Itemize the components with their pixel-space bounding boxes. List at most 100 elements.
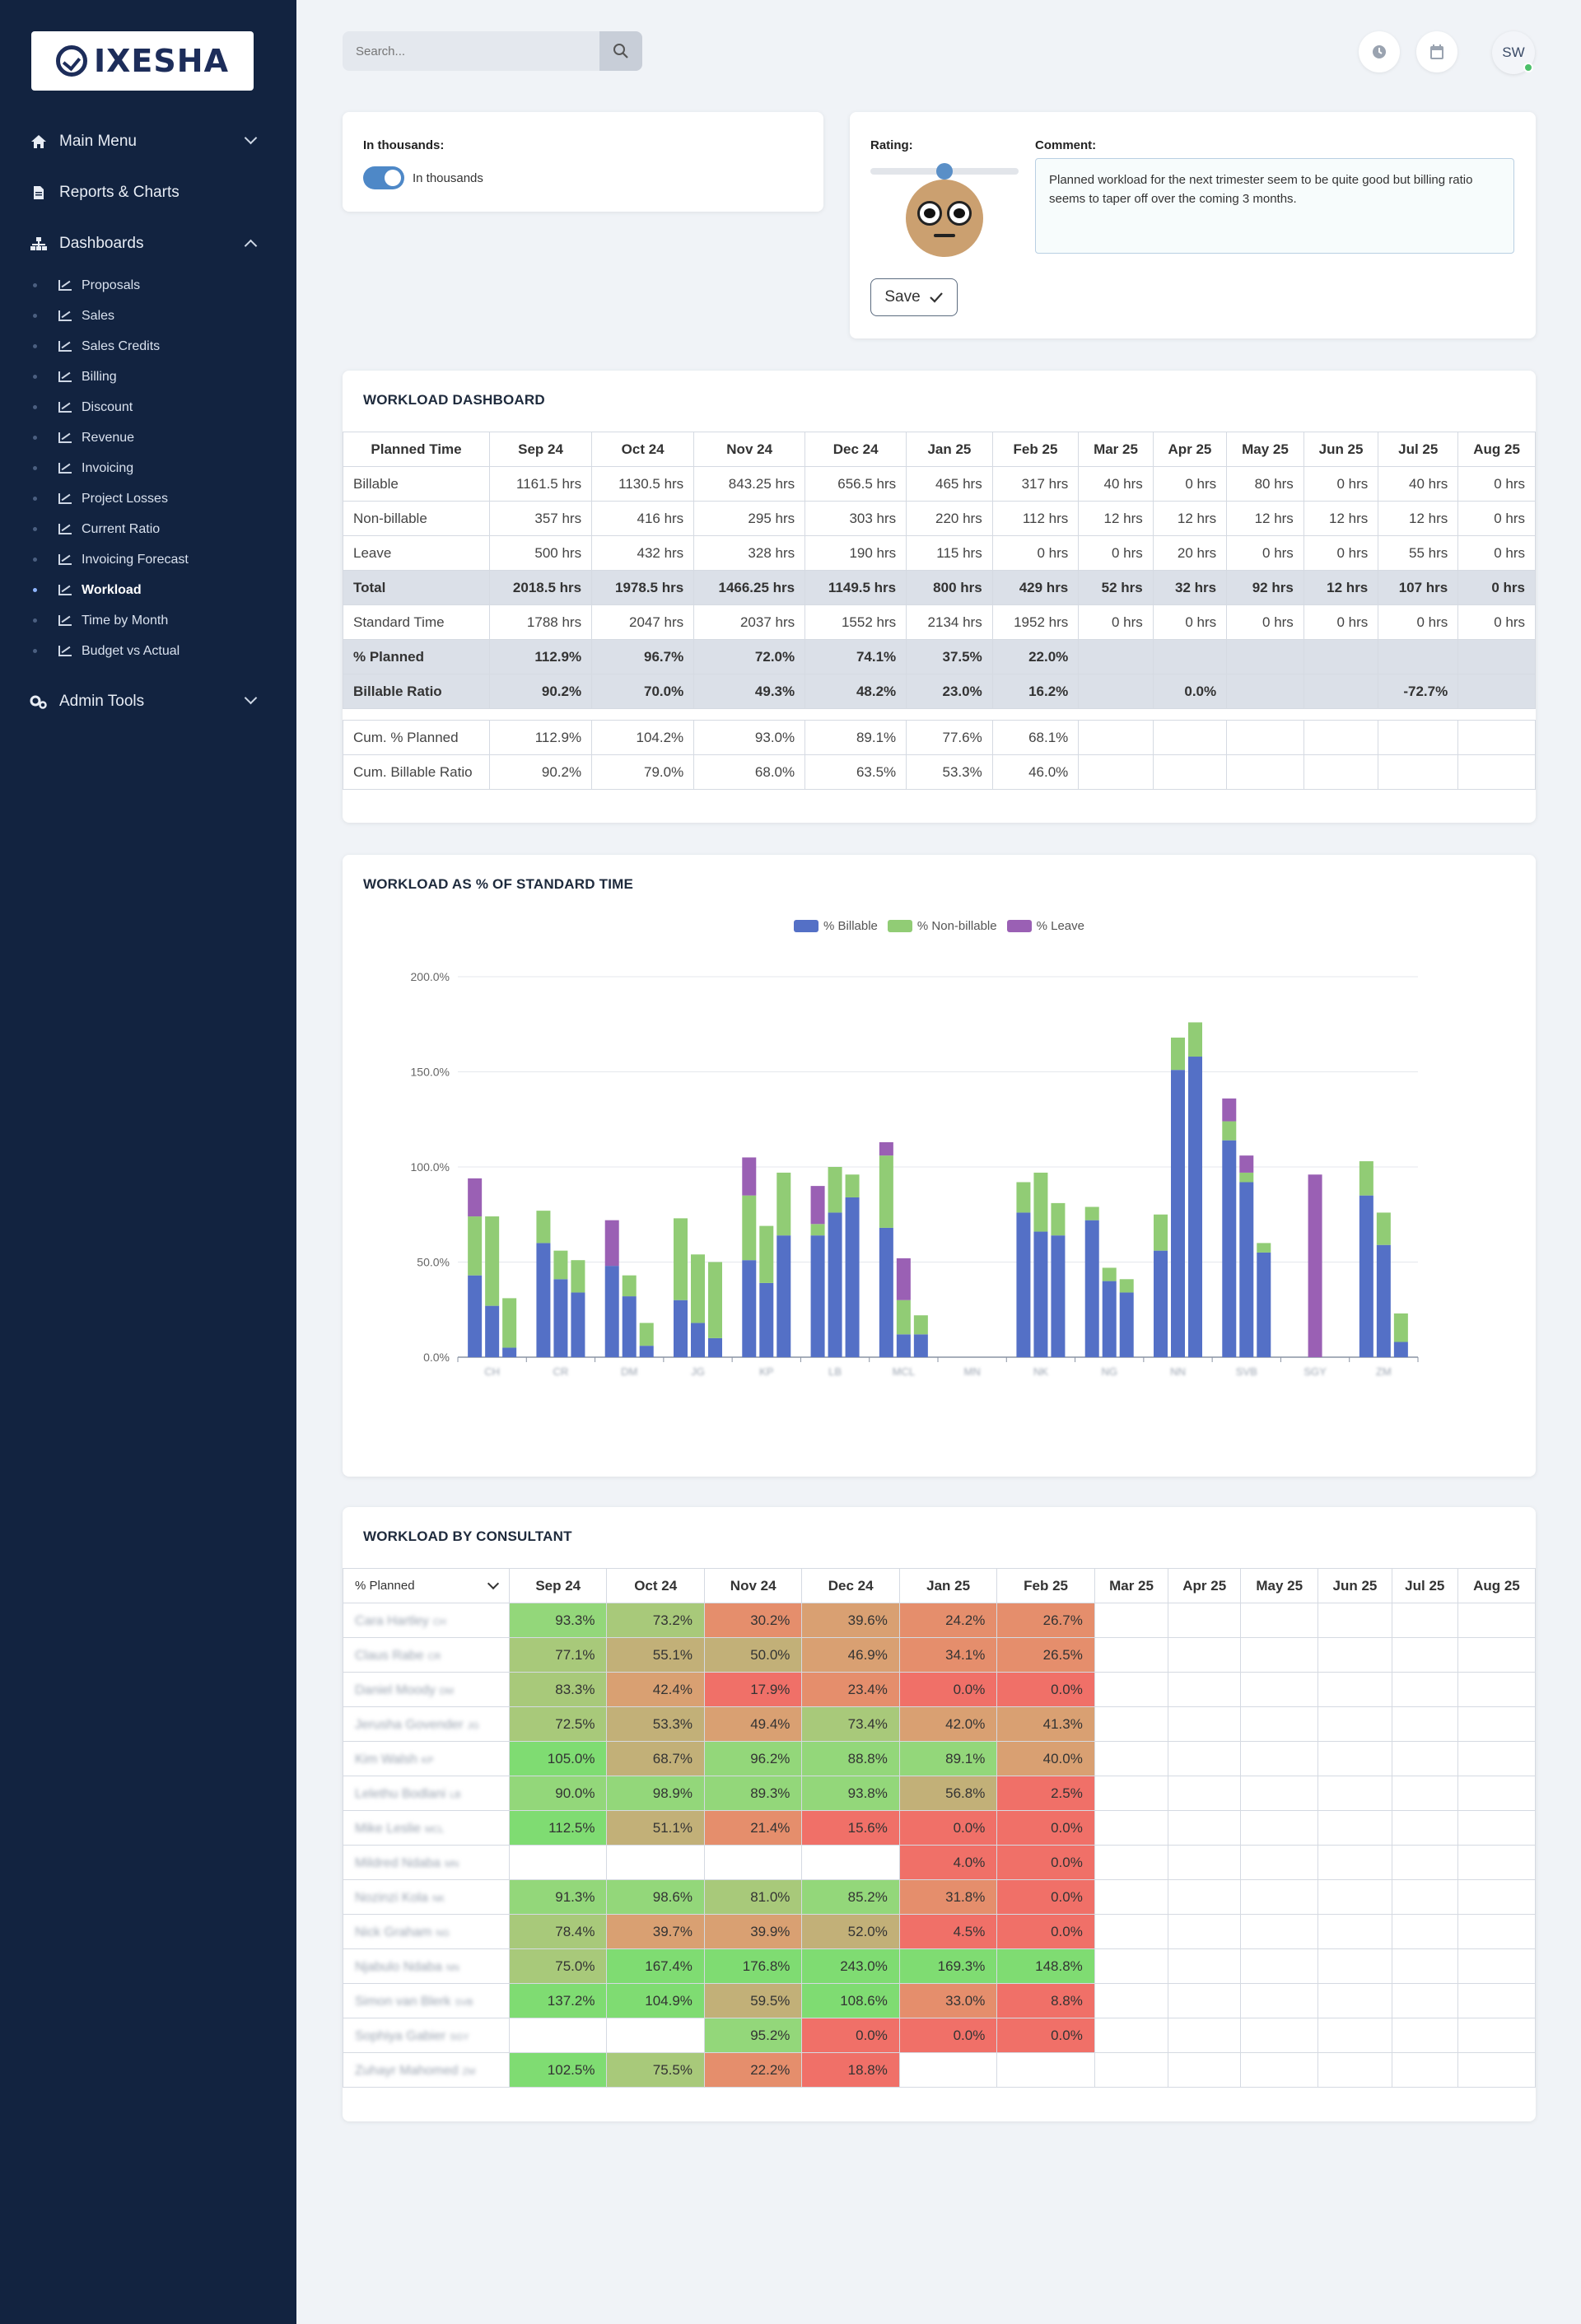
bar-segment[interactable]	[896, 1258, 911, 1300]
bar-segment[interactable]	[1222, 1098, 1237, 1122]
bar-segment[interactable]	[622, 1296, 637, 1357]
bar-segment[interactable]	[468, 1178, 483, 1217]
bar-segment[interactable]	[1171, 1070, 1185, 1357]
bar-segment[interactable]	[639, 1323, 654, 1346]
legend-item[interactable]: % Non-billable	[887, 919, 997, 933]
bar-segment[interactable]	[468, 1275, 483, 1357]
sidebar-item-discount[interactable]: Discount	[33, 392, 264, 422]
metric-selector[interactable]: % Planned	[343, 1568, 510, 1603]
bar-segment[interactable]	[845, 1174, 860, 1197]
bar-segment[interactable]	[674, 1218, 688, 1300]
bar-segment[interactable]	[502, 1298, 517, 1348]
bar-segment[interactable]	[879, 1227, 893, 1357]
bar-segment[interactable]	[913, 1334, 928, 1357]
in-thousands-toggle[interactable]	[363, 166, 404, 189]
bar-segment[interactable]	[1033, 1172, 1048, 1232]
search-input[interactable]	[343, 31, 599, 71]
sidebar-item-workload[interactable]: Workload	[33, 575, 264, 605]
sidebar-item-project-losses[interactable]: Project Losses	[33, 483, 264, 514]
bar-segment[interactable]	[896, 1334, 911, 1357]
bar-segment[interactable]	[896, 1300, 911, 1335]
bar-segment[interactable]	[1119, 1292, 1134, 1357]
rating-slider-thumb[interactable]	[936, 163, 953, 180]
bar-segment[interactable]	[810, 1186, 825, 1225]
bar-segment[interactable]	[1102, 1267, 1117, 1281]
bar-segment[interactable]	[1359, 1161, 1373, 1196]
bar-segment[interactable]	[828, 1212, 842, 1357]
bar-segment[interactable]	[777, 1172, 791, 1236]
history-button[interactable]	[1359, 31, 1400, 72]
nav-admin-tools[interactable]: Admin Tools	[30, 685, 258, 718]
bar-segment[interactable]	[1051, 1202, 1066, 1236]
bar-segment[interactable]	[1084, 1220, 1099, 1357]
bar-segment[interactable]	[691, 1254, 705, 1323]
sidebar-item-current-ratio[interactable]: Current Ratio	[33, 514, 264, 544]
bar-segment[interactable]	[1188, 1022, 1202, 1057]
bar-segment[interactable]	[1308, 1174, 1322, 1357]
avatar[interactable]: SW	[1492, 31, 1535, 74]
bar-segment[interactable]	[1376, 1244, 1391, 1357]
bar-segment[interactable]	[777, 1235, 791, 1357]
save-button[interactable]: Save	[870, 278, 958, 316]
bar-segment[interactable]	[1239, 1155, 1254, 1173]
bar-segment[interactable]	[1171, 1037, 1185, 1071]
bar-segment[interactable]	[1051, 1235, 1066, 1357]
bar-segment[interactable]	[708, 1262, 722, 1338]
legend-item[interactable]: % Leave	[1006, 919, 1084, 933]
bar-segment[interactable]	[604, 1220, 619, 1267]
nav-main-menu[interactable]: Main Menu	[30, 125, 258, 158]
sidebar-item-sales[interactable]: Sales	[33, 301, 264, 331]
bar-segment[interactable]	[1016, 1182, 1031, 1213]
bar-segment[interactable]	[1154, 1250, 1168, 1357]
bar-segment[interactable]	[536, 1243, 551, 1357]
bar-segment[interactable]	[691, 1323, 705, 1357]
bar-segment[interactable]	[913, 1315, 928, 1335]
bar-segment[interactable]	[879, 1141, 893, 1156]
bar-segment[interactable]	[1257, 1243, 1271, 1253]
bar-segment[interactable]	[502, 1347, 517, 1357]
sidebar-item-invoicing-forecast[interactable]: Invoicing Forecast	[33, 544, 264, 575]
bar-segment[interactable]	[742, 1157, 757, 1196]
bar-segment[interactable]	[571, 1260, 585, 1293]
nav-dashboards[interactable]: Dashboards	[30, 227, 258, 260]
bar-segment[interactable]	[485, 1216, 500, 1306]
bar-segment[interactable]	[1119, 1279, 1134, 1293]
bar-segment[interactable]	[571, 1292, 585, 1357]
sidebar-item-time-by-month[interactable]: Time by Month	[33, 605, 264, 636]
bar-segment[interactable]	[742, 1260, 757, 1357]
bar-segment[interactable]	[468, 1216, 483, 1276]
sidebar-item-invoicing[interactable]: Invoicing	[33, 453, 264, 483]
bar-segment[interactable]	[622, 1275, 637, 1297]
bar-segment[interactable]	[1222, 1121, 1237, 1141]
bar-segment[interactable]	[1239, 1172, 1254, 1183]
sidebar-item-billing[interactable]: Billing	[33, 362, 264, 392]
bar-segment[interactable]	[1257, 1252, 1271, 1357]
bar-segment[interactable]	[708, 1337, 722, 1357]
bar-segment[interactable]	[1239, 1182, 1254, 1357]
sidebar-item-proposals[interactable]: Proposals	[33, 270, 264, 301]
bar-segment[interactable]	[1154, 1214, 1168, 1251]
sidebar-item-revenue[interactable]: Revenue	[33, 422, 264, 453]
bar-segment[interactable]	[759, 1282, 774, 1357]
bar-segment[interactable]	[536, 1211, 551, 1244]
bar-segment[interactable]	[674, 1300, 688, 1357]
bar-segment[interactable]	[845, 1197, 860, 1357]
bar-segment[interactable]	[1084, 1206, 1099, 1220]
bar-segment[interactable]	[604, 1266, 619, 1357]
bar-segment[interactable]	[828, 1167, 842, 1213]
calendar-button[interactable]	[1416, 31, 1457, 72]
bar-segment[interactable]	[759, 1225, 774, 1283]
rating-slider[interactable]	[870, 160, 1019, 183]
bar-segment[interactable]	[879, 1155, 893, 1228]
legend-item[interactable]: % Billable	[794, 919, 878, 933]
bar-segment[interactable]	[1102, 1281, 1117, 1357]
bar-segment[interactable]	[810, 1224, 825, 1236]
sidebar-item-budget-vs-actual[interactable]: Budget vs Actual	[33, 636, 264, 666]
bar-segment[interactable]	[639, 1346, 654, 1357]
bar-segment[interactable]	[553, 1250, 568, 1280]
bar-segment[interactable]	[1016, 1212, 1031, 1357]
bar-segment[interactable]	[553, 1279, 568, 1357]
nav-reports-charts[interactable]: Reports & Charts	[30, 176, 255, 209]
bar-segment[interactable]	[1393, 1342, 1408, 1357]
bar-segment[interactable]	[485, 1305, 500, 1357]
